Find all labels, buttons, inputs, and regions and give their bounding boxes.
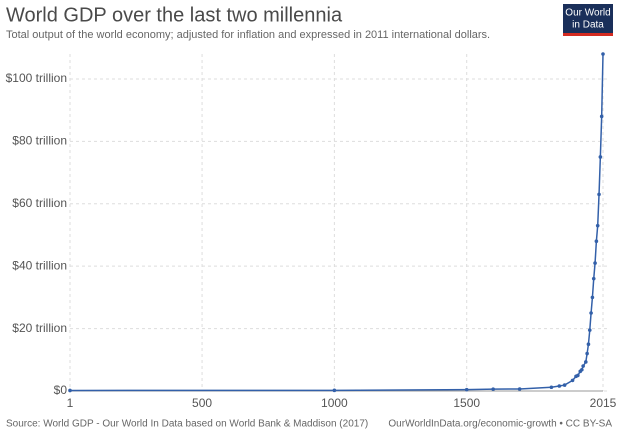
- x-tick-label: 1000: [321, 396, 348, 410]
- point: [590, 295, 595, 300]
- y-tick-label: $60 trillion: [12, 196, 67, 210]
- source: Source: World GDP - Our World In Data ba…: [6, 419, 368, 430]
- point: [599, 114, 604, 119]
- point: [562, 383, 567, 387]
- x-tick-label: 2015: [590, 396, 617, 410]
- point: [557, 384, 562, 388]
- x-tick-label: 500: [192, 396, 212, 410]
- x-tick-label: 1: [67, 396, 74, 410]
- point: [597, 192, 601, 197]
- point: [583, 360, 588, 364]
- point: [580, 367, 584, 372]
- y-tick-label: $20 trillion: [12, 321, 67, 335]
- chart-title: World GDP over the last two millennia: [6, 4, 343, 26]
- point: [585, 351, 589, 356]
- logo-text: Our World: [565, 8, 610, 19]
- y-tick-label: $100 trillion: [6, 71, 67, 85]
- logo: Our World in Data: [563, 4, 613, 36]
- logo-box: [563, 4, 613, 36]
- point: [517, 387, 522, 391]
- point: [587, 328, 592, 332]
- point: [491, 387, 495, 391]
- point: [591, 276, 596, 281]
- chart-subtitle: Total output of the world economy; adjus…: [6, 29, 490, 41]
- point: [581, 364, 585, 368]
- point: [576, 373, 580, 378]
- logo-bar: [563, 33, 613, 36]
- point: [332, 388, 337, 393]
- y-tick-label: $0: [54, 383, 68, 397]
- point: [595, 223, 600, 228]
- point: [593, 261, 597, 265]
- logo-text: in Data: [572, 20, 604, 31]
- point: [601, 52, 605, 56]
- y-tick-label: $40 trillion: [12, 258, 67, 272]
- y-tick-label: $80 trillion: [12, 134, 67, 148]
- line: [69, 53, 604, 392]
- point: [68, 388, 72, 393]
- point: [598, 155, 603, 159]
- point: [594, 239, 599, 244]
- point: [464, 387, 469, 392]
- point: [549, 385, 554, 390]
- point: [570, 378, 575, 383]
- x-tick-label: 1500: [453, 396, 480, 410]
- point: [586, 342, 591, 346]
- point: [589, 311, 593, 315]
- credit: OurWorldInData.org/economic-growth • CC …: [388, 419, 612, 430]
